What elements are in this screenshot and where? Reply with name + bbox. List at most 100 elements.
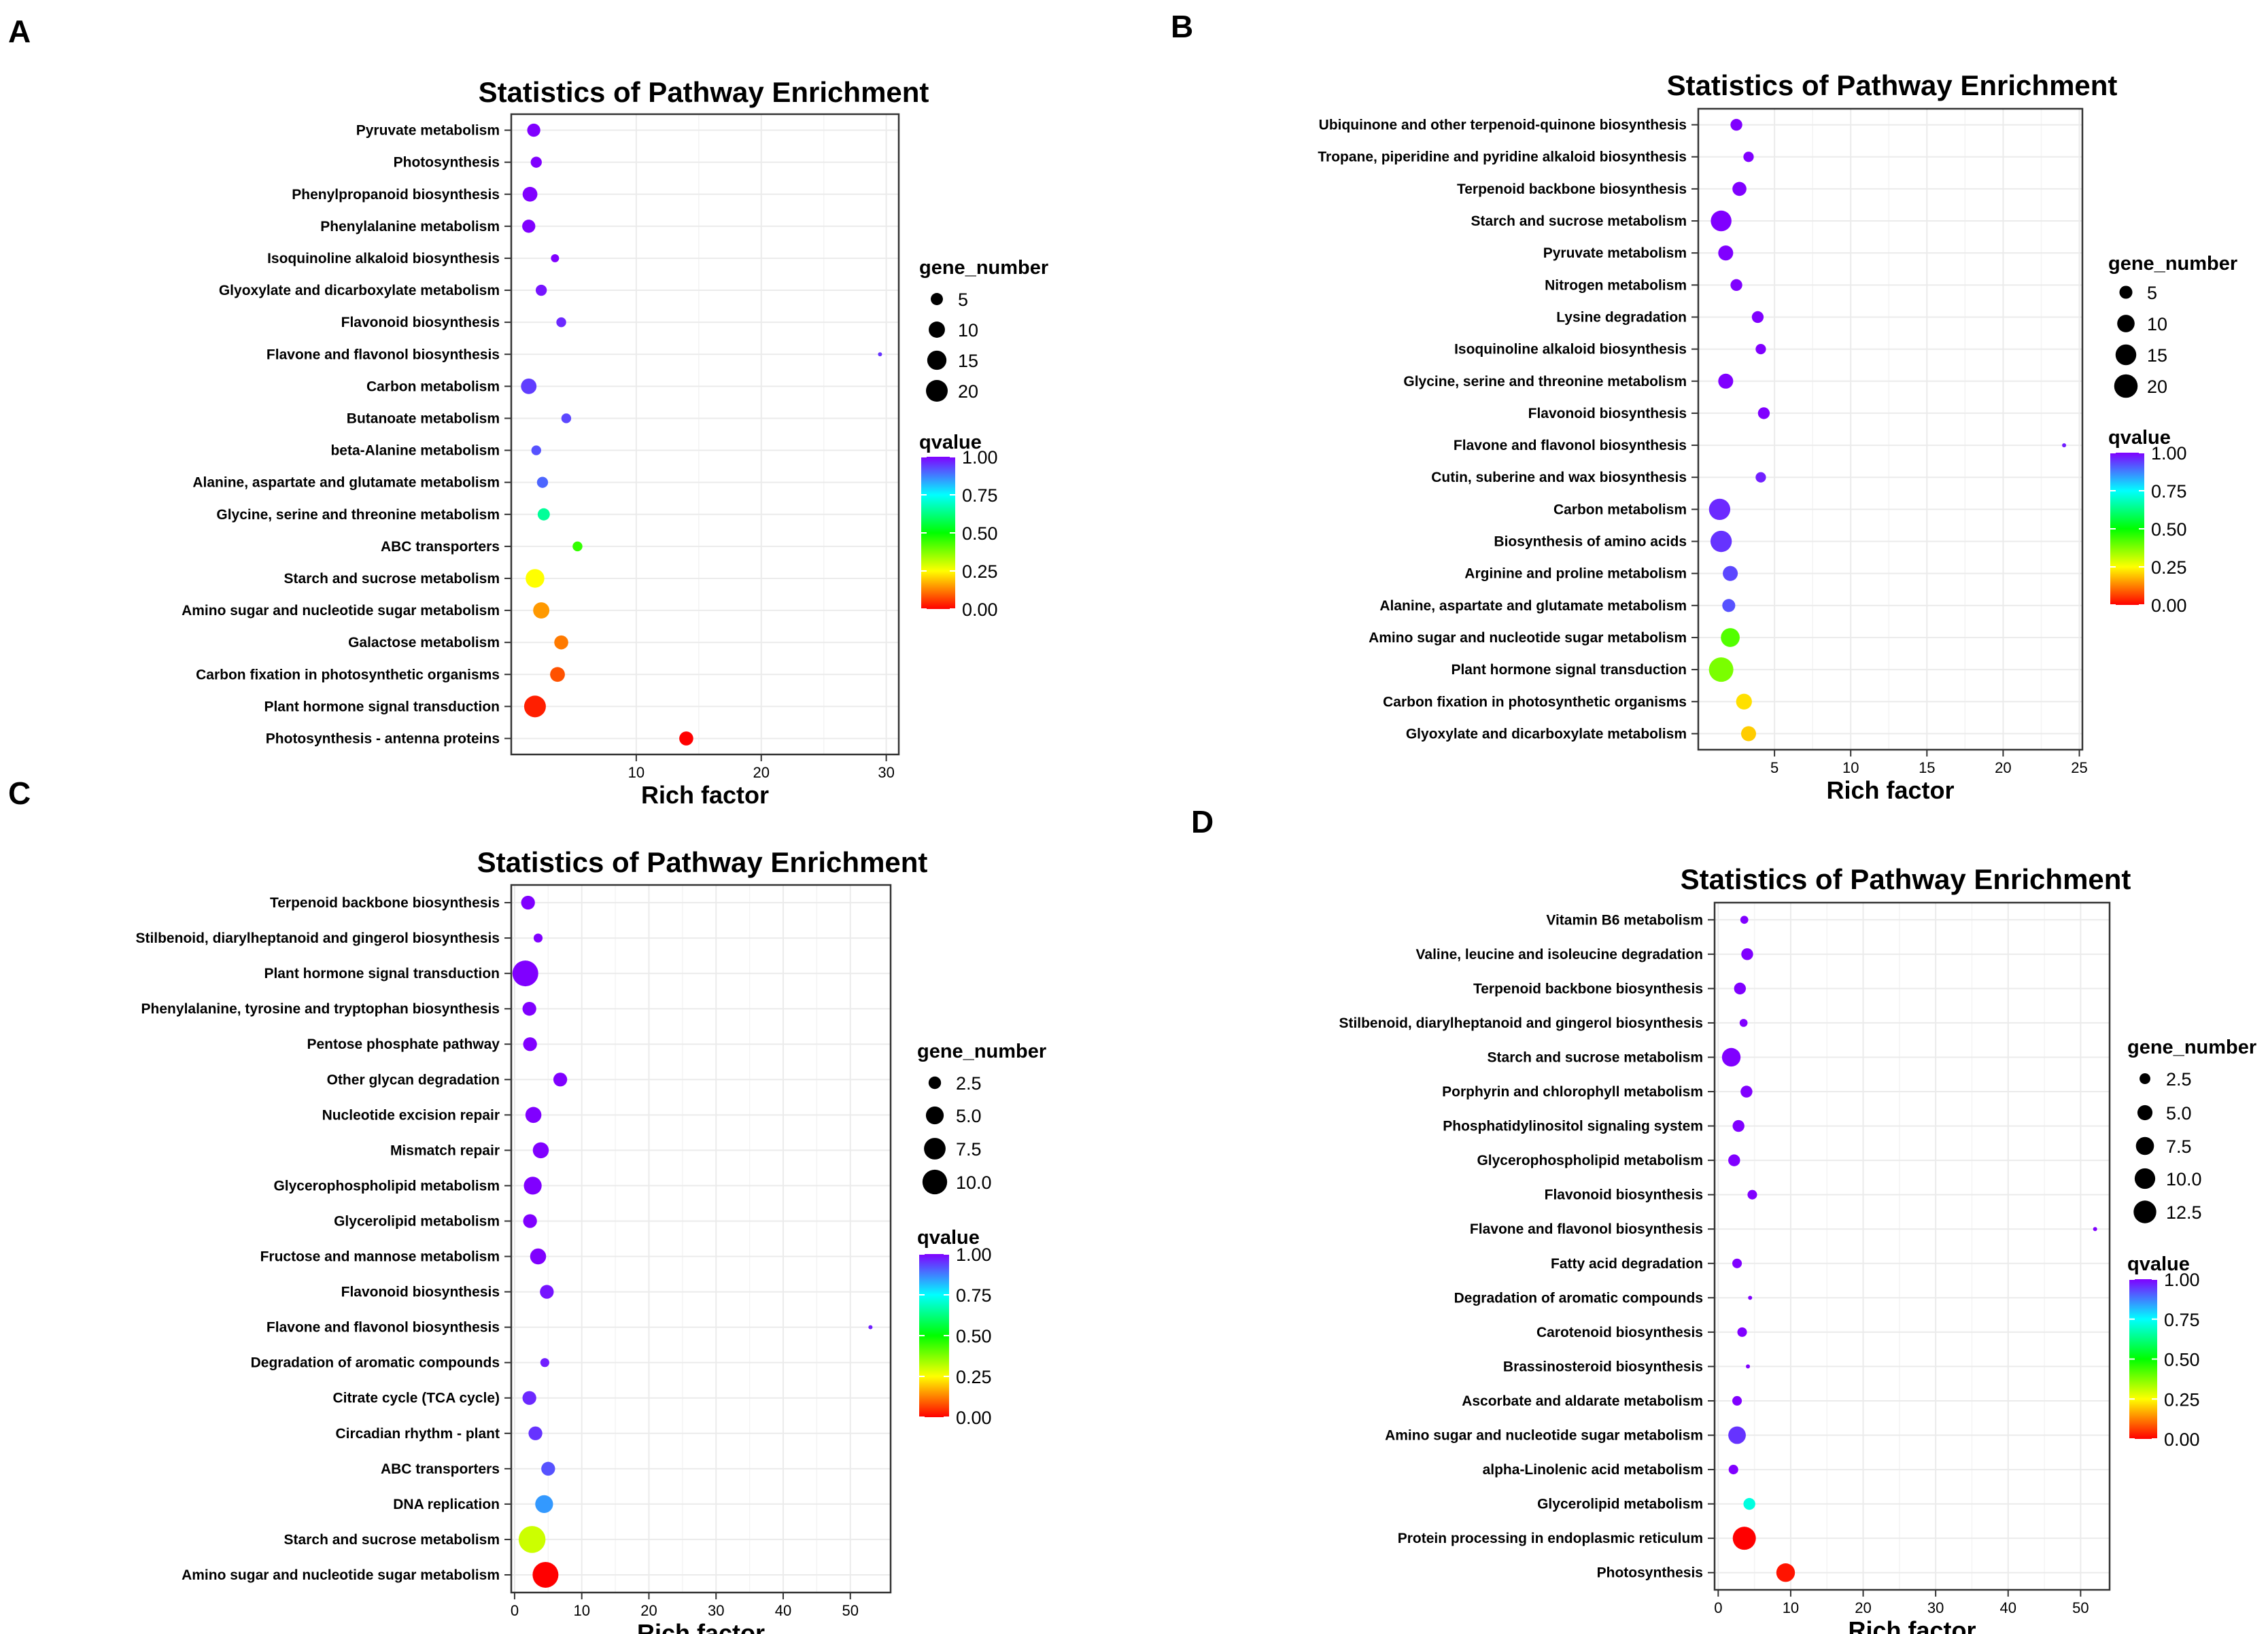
x-tick-label: 10 xyxy=(1783,1599,1799,1616)
y-tick-label: Flavone and flavonol biosynthesis xyxy=(1470,1221,1703,1237)
size-legend-label: 5 xyxy=(958,290,968,310)
x-tick-label: 5 xyxy=(1770,759,1779,776)
x-tick-label: 20 xyxy=(1995,759,2011,776)
y-tick-label: Glyoxylate and dicarboxylate metabolism xyxy=(219,283,500,298)
size-legend-label: 2.5 xyxy=(956,1073,982,1094)
y-tick-label: Plant hormone signal transduction xyxy=(1451,662,1687,678)
y-tick-label: Photosynthesis xyxy=(394,155,500,171)
y-tick-label: Valine, leucine and isoleucine degradati… xyxy=(1416,947,1703,962)
color-legend-label: 0.25 xyxy=(956,1367,992,1387)
y-tick-label: Degradation of aromatic compounds xyxy=(1454,1290,1703,1306)
y-tick-label: Glyoxylate and dicarboxylate metabolism xyxy=(1406,726,1687,742)
data-point xyxy=(522,186,538,202)
data-point xyxy=(1741,948,1753,960)
y-tick-label: DNA replication xyxy=(393,1497,500,1512)
y-tick-label: Flavonoid biosynthesis xyxy=(1528,406,1687,421)
y-tick-label: Flavonoid biosynthesis xyxy=(341,1285,500,1300)
y-tick-label: Other glycan degradation xyxy=(327,1072,500,1088)
data-point xyxy=(518,1526,546,1553)
data-point xyxy=(532,1561,559,1588)
y-tick-label: Fructose and mannose metabolism xyxy=(260,1249,500,1265)
data-point xyxy=(525,1107,542,1124)
size-legend-label: 20 xyxy=(2147,377,2167,397)
data-point xyxy=(1722,599,1736,612)
x-tick-label: 10 xyxy=(628,764,645,781)
y-tick-label: beta-Alanine metabolism xyxy=(330,443,500,459)
size-legend-label: 7.5 xyxy=(2166,1136,2192,1157)
x-tick-label: 40 xyxy=(775,1602,791,1619)
data-point xyxy=(1730,279,1742,291)
size-legend-label: 5.0 xyxy=(956,1106,982,1126)
x-tick-label: 10 xyxy=(573,1602,589,1619)
data-point xyxy=(1732,1395,1742,1406)
color-legend-label: 0.50 xyxy=(2151,519,2187,540)
size-legend-label: 7.5 xyxy=(956,1139,982,1160)
data-point xyxy=(1734,982,1747,995)
y-tick-label: Lysine degradation xyxy=(1556,309,1687,325)
y-tick-label: Pentose phosphate pathway xyxy=(307,1037,500,1052)
size-legend-dot xyxy=(922,1169,948,1195)
x-axis-label: Rich factor xyxy=(1826,776,1954,804)
data-point xyxy=(1708,657,1734,682)
y-tick-label: ABC transporters xyxy=(381,1461,500,1477)
x-axis-label: Rich factor xyxy=(1848,1616,1976,1634)
y-tick-label: Starch and sucrose metabolism xyxy=(1488,1049,1703,1065)
data-point xyxy=(556,317,566,328)
data-point xyxy=(1708,498,1731,521)
data-point xyxy=(1730,118,1742,131)
y-tick-label: Phenylalanine, tyrosine and tryptophan b… xyxy=(141,1001,500,1017)
y-tick-label: Amino sugar and nucleotide sugar metabol… xyxy=(1369,630,1687,646)
size-legend-dot xyxy=(924,1138,946,1160)
data-point xyxy=(1755,343,1766,355)
size-legend-label: 5.0 xyxy=(2166,1103,2192,1124)
data-point xyxy=(1723,566,1738,581)
data-point xyxy=(1728,1465,1738,1475)
data-point xyxy=(1737,1327,1747,1337)
y-tick-label: Stilbenoid, diarylheptanoid and gingerol… xyxy=(135,931,500,946)
size-legend-dot xyxy=(2134,1168,2156,1189)
y-tick-label: Pyruvate metabolism xyxy=(1543,245,1687,261)
color-legend-bar xyxy=(921,457,955,609)
y-tick-label: Amino sugar and nucleotide sugar metabol… xyxy=(182,1567,500,1583)
x-axis-label: Rich factor xyxy=(641,781,769,809)
size-legend-label: 10.0 xyxy=(2166,1169,2202,1189)
size-legend-title: gene_number xyxy=(917,1041,1046,1062)
x-tick-label: 50 xyxy=(2072,1599,2089,1616)
data-point xyxy=(523,1177,542,1195)
size-legend-label: 15 xyxy=(958,351,978,371)
data-point xyxy=(540,1285,554,1299)
data-point xyxy=(522,1391,536,1405)
color-legend-title: qvalue xyxy=(2127,1253,2190,1275)
data-point xyxy=(1718,373,1734,389)
data-point xyxy=(1743,1497,1755,1510)
y-tick-label: Brassinosteroid biosynthesis xyxy=(1503,1359,1703,1374)
color-legend-label: 0.75 xyxy=(2164,1310,2200,1330)
y-tick-label: Alanine, aspartate and glutamate metabol… xyxy=(1379,598,1687,614)
x-tick-label: 15 xyxy=(1919,759,1935,776)
data-point xyxy=(1732,1258,1742,1268)
panel-d: D Statistics of Pathway Enrichment Vitamin… xyxy=(1191,804,2256,1634)
y-tick-label: Isoquinoline alkaloid biosynthesis xyxy=(1454,342,1687,358)
data-point xyxy=(521,895,535,910)
y-tick-label: Photosynthesis - antenna proteins xyxy=(266,731,500,746)
color-legend-label: 0.50 xyxy=(962,523,998,544)
color-legend-label: 1.00 xyxy=(2164,1270,2200,1290)
x-tick-label: 30 xyxy=(878,764,894,781)
y-tick-label: Phenylpropanoid biosynthesis xyxy=(292,187,500,203)
y-tick-label: Glycerophospholipid metabolism xyxy=(273,1178,500,1194)
data-point xyxy=(679,731,693,746)
data-point xyxy=(572,541,583,552)
size-legend-dot xyxy=(2140,1073,2150,1084)
data-point xyxy=(1757,407,1770,419)
data-point xyxy=(1711,210,1732,232)
x-tick-label: 0 xyxy=(511,1602,519,1619)
y-tick-label: Carbon fixation in photosynthetic organi… xyxy=(1383,694,1687,710)
y-tick-label: Tropane, piperidine and pyridine alkaloi… xyxy=(1318,150,1687,165)
y-tick-label: Phenylalanine metabolism xyxy=(320,219,500,234)
data-point xyxy=(1736,693,1752,710)
y-tick-label: Stilbenoid, diarylheptanoid and gingerol… xyxy=(1339,1015,1703,1031)
data-point xyxy=(551,254,560,262)
panel-label: B xyxy=(1171,9,1193,44)
panel-a: A Statistics of Pathway Enrichment Pyruvat… xyxy=(8,14,1048,809)
y-tick-label: alpha-Linolenic acid metabolism xyxy=(1483,1462,1703,1478)
